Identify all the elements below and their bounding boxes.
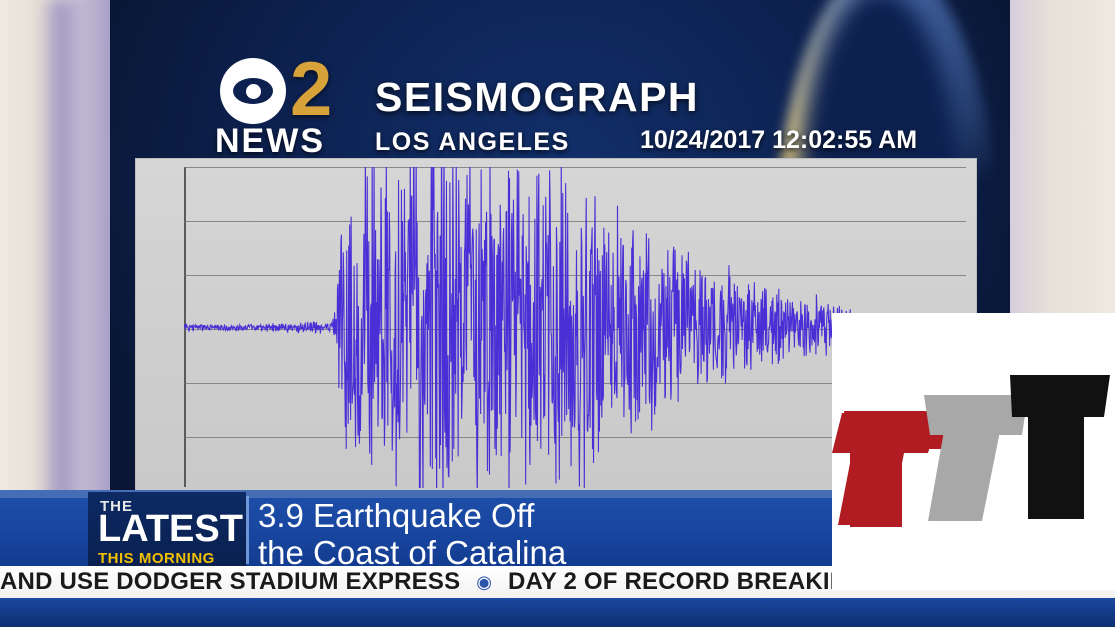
lower-third-divider (246, 496, 249, 564)
lower-third-kicker-block (88, 492, 246, 568)
graphic-subtitle: LOS ANGELES (375, 128, 570, 156)
headline-line-2: the Coast of Catalina (258, 534, 567, 571)
headline-line-1: 3.9 Earthquake Off (258, 497, 535, 534)
TTT-logo-graphic (832, 375, 1110, 527)
graphic-title: SEISMOGRAPH (375, 74, 700, 120)
network-number: 2 (290, 47, 332, 132)
kicker-main: LATEST (98, 508, 243, 550)
network-word: NEWS (215, 122, 325, 160)
circle-dot-icon: ◉ (476, 571, 492, 592)
TTT-logo (832, 313, 1115, 590)
ticker-item-1: AND USE DODGER STADIUM EXPRESS (0, 568, 461, 595)
graphic-timestamp: 10/24/2017 12:02:55 AM (640, 126, 918, 154)
chart-gridline (184, 275, 966, 276)
bottom-blue-bar (0, 598, 1115, 627)
chart-gridline (184, 437, 966, 438)
chart-gridline (184, 167, 966, 168)
lower-third-highlight (0, 490, 1115, 498)
kicker-top: THE (100, 498, 133, 515)
kicker-bottom: THIS MORNING (98, 550, 215, 567)
chart-gridline (184, 221, 966, 222)
graphic-header: 2 NEWS SEISMOGRAPH LOS ANGELES 10/24/201… (135, 18, 990, 160)
cbs-eye-icon (220, 58, 286, 124)
